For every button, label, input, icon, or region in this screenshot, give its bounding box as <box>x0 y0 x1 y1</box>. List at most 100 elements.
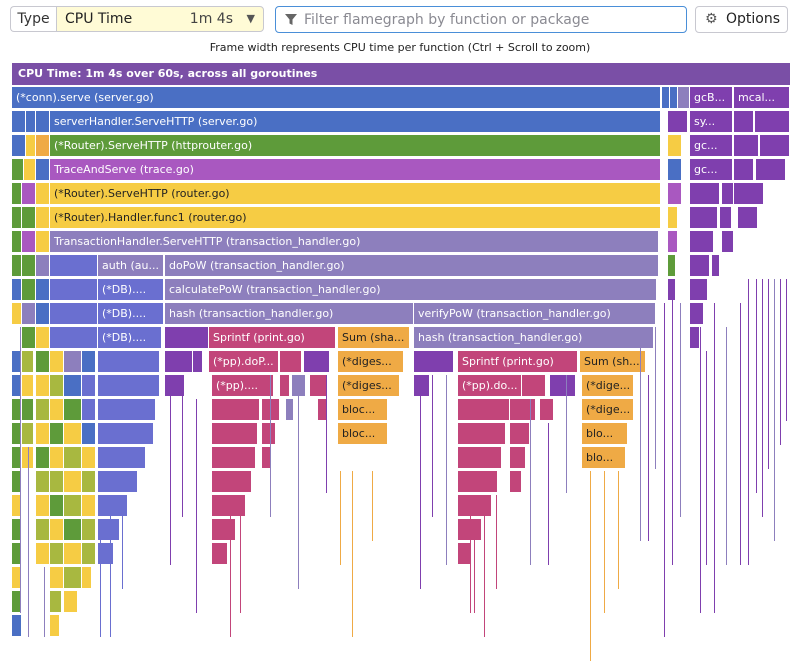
flame-frame-unlabeled[interactable] <box>82 351 96 373</box>
flame-frame-unlabeled[interactable] <box>12 135 26 157</box>
flame-frame-unlabeled[interactable] <box>22 399 34 421</box>
flame-frame-unlabeled[interactable] <box>756 159 786 181</box>
flame-frame-unlabeled[interactable] <box>12 591 22 613</box>
flame-frame-unlabeled[interactable] <box>82 399 96 421</box>
flame-frame[interactable]: Sum (sha... <box>338 327 410 349</box>
flame-frame-unlabeled[interactable] <box>36 447 50 469</box>
flame-frame-unlabeled[interactable] <box>36 279 50 301</box>
flame-frame-unlabeled[interactable] <box>690 255 710 277</box>
flame-frame[interactable]: bloc... <box>338 399 388 421</box>
flame-frame[interactable]: (*Router).Handler.func1 (router.go) <box>50 207 661 229</box>
flame-frame-unlabeled[interactable] <box>12 231 22 253</box>
flame-frame-unlabeled[interactable] <box>286 399 294 421</box>
flame-frame-unlabeled[interactable] <box>82 543 96 565</box>
flame-frame-unlabeled[interactable] <box>193 351 203 373</box>
flame-frame-unlabeled[interactable] <box>550 375 576 397</box>
flame-frame-unlabeled[interactable] <box>12 495 22 517</box>
flame-frame-unlabeled[interactable] <box>458 495 492 517</box>
flame-frame-unlabeled[interactable] <box>12 183 22 205</box>
flame-frame-unlabeled[interactable] <box>50 327 98 349</box>
flame-frame-unlabeled[interactable] <box>36 423 50 445</box>
flame-frame-unlabeled[interactable] <box>690 327 700 349</box>
flame-frame-unlabeled[interactable] <box>12 375 22 397</box>
flame-frame-unlabeled[interactable] <box>64 399 82 421</box>
flame-frame-unlabeled[interactable] <box>36 471 50 493</box>
flame-frame[interactable]: calculatePoW (transaction_handler.go) <box>165 279 657 301</box>
flame-frame-unlabeled[interactable] <box>12 303 22 325</box>
flame-frame-unlabeled[interactable] <box>668 111 688 133</box>
flame-frame[interactable]: Sprintf (print.go) <box>209 327 336 349</box>
flame-frame-unlabeled[interactable] <box>98 447 146 469</box>
flame-frame[interactable]: verifyPoW (transaction_handler.go) <box>414 303 656 325</box>
flame-frame-unlabeled[interactable] <box>510 423 530 445</box>
flame-frame-unlabeled[interactable] <box>36 207 50 229</box>
flame-frame-unlabeled[interactable] <box>98 399 156 421</box>
filter-input[interactable] <box>304 8 674 31</box>
flame-frame-unlabeled[interactable] <box>668 231 678 253</box>
flame-frame[interactable]: (*pp).doP... <box>209 351 279 373</box>
flame-frame[interactable]: serverHandler.ServeHTTP (server.go) <box>50 111 661 133</box>
flame-frame-unlabeled[interactable] <box>165 351 193 373</box>
type-select[interactable]: CPU Time 1m 4s ▼ <box>56 6 264 32</box>
flame-frame-unlabeled[interactable] <box>280 375 290 397</box>
flame-frame-unlabeled[interactable] <box>24 159 36 181</box>
flame-frame-unlabeled[interactable] <box>98 495 128 517</box>
flame-frame-unlabeled[interactable] <box>50 255 98 277</box>
flame-frame-unlabeled[interactable] <box>36 303 50 325</box>
flame-frame-unlabeled[interactable] <box>36 519 50 541</box>
flame-frame-unlabeled[interactable] <box>668 207 678 229</box>
flame-frame[interactable]: blo... <box>582 447 626 469</box>
flame-frame-unlabeled[interactable] <box>64 567 82 589</box>
flame-frame-unlabeled[interactable] <box>22 423 34 445</box>
flame-frame[interactable]: (*DB).... <box>98 279 164 301</box>
flame-frame-unlabeled[interactable] <box>82 495 96 517</box>
flame-frame-unlabeled[interactable] <box>690 231 714 253</box>
flame-frame-unlabeled[interactable] <box>64 423 82 445</box>
flame-frame-unlabeled[interactable] <box>458 543 472 565</box>
flame-frame-unlabeled[interactable] <box>50 279 98 301</box>
flame-frame-unlabeled[interactable] <box>212 399 260 421</box>
flame-frame-unlabeled[interactable] <box>82 567 92 589</box>
options-button[interactable]: ⚙ Options <box>695 6 788 33</box>
flame-frame-unlabeled[interactable] <box>12 207 22 229</box>
flame-frame-unlabeled[interactable] <box>12 447 22 469</box>
flame-frame-unlabeled[interactable] <box>292 375 306 397</box>
flame-frame[interactable]: TraceAndServe (trace.go) <box>50 159 661 181</box>
flame-frame-unlabeled[interactable] <box>36 159 50 181</box>
flame-frame-unlabeled[interactable] <box>414 351 454 373</box>
flame-frame-unlabeled[interactable] <box>12 111 26 133</box>
flame-frame-unlabeled[interactable] <box>36 375 50 397</box>
flame-frame-unlabeled[interactable] <box>64 447 82 469</box>
flame-frame[interactable]: (*Router).ServeHTTP (httprouter.go) <box>50 135 661 157</box>
flame-frame-unlabeled[interactable] <box>212 447 256 469</box>
flame-frame-unlabeled[interactable] <box>22 231 36 253</box>
flame-frame-unlabeled[interactable] <box>510 399 536 421</box>
flame-frame[interactable]: (*DB).... <box>98 327 162 349</box>
flame-frame-unlabeled[interactable] <box>760 135 790 157</box>
flame-frame-unlabeled[interactable] <box>690 207 718 229</box>
flame-frame-unlabeled[interactable] <box>26 135 36 157</box>
flame-frame-unlabeled[interactable] <box>755 111 790 133</box>
flame-frame-unlabeled[interactable] <box>50 399 64 421</box>
flame-frame[interactable]: hash (transaction_handler.go) <box>414 327 654 349</box>
flame-frame-unlabeled[interactable] <box>165 327 209 349</box>
flame-frame-unlabeled[interactable] <box>82 423 96 445</box>
flame-frame-unlabeled[interactable] <box>50 447 64 469</box>
flame-frame-unlabeled[interactable] <box>280 351 302 373</box>
flame-frame-unlabeled[interactable] <box>22 303 36 325</box>
flame-frame[interactable]: (*dige... <box>582 399 634 421</box>
flame-frame-unlabeled[interactable] <box>64 471 82 493</box>
flame-frame-unlabeled[interactable] <box>414 375 430 397</box>
flame-frame-unlabeled[interactable] <box>212 471 252 493</box>
flame-frame-unlabeled[interactable] <box>36 399 50 421</box>
flame-frame-unlabeled[interactable] <box>50 567 64 589</box>
flame-frame-unlabeled[interactable] <box>458 423 506 445</box>
flame-frame-unlabeled[interactable] <box>668 159 682 181</box>
flame-frame[interactable]: gc... <box>690 135 733 157</box>
flame-frame-unlabeled[interactable] <box>734 135 759 157</box>
flame-frame[interactable]: TransactionHandler.ServeHTTP (transactio… <box>50 231 659 253</box>
flame-frame-unlabeled[interactable] <box>510 471 522 493</box>
flame-frame-unlabeled[interactable] <box>26 111 36 133</box>
flame-frame-unlabeled[interactable] <box>36 183 50 205</box>
flame-frame-unlabeled[interactable] <box>738 207 758 229</box>
